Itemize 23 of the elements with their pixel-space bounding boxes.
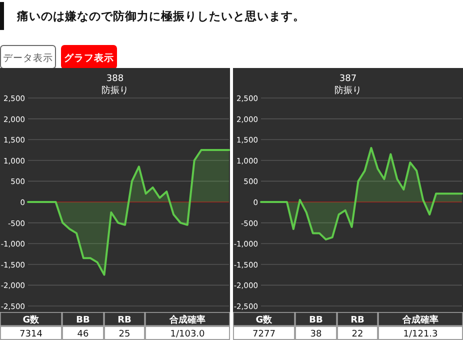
text: 25 (118, 330, 130, 340)
text: BB (76, 316, 90, 326)
text: 1/121.3 (403, 330, 438, 340)
text: データ表示 (3, 52, 53, 64)
text: 7277 (252, 330, 276, 340)
text: 合成確率 (402, 314, 438, 326)
text: BB (309, 316, 323, 326)
text: 46 (77, 330, 89, 340)
text: RB (350, 316, 365, 326)
text: 38 (310, 330, 322, 340)
text: G数 (22, 314, 40, 326)
text: 22 (352, 330, 364, 340)
chart-title: 388 (106, 74, 124, 84)
text: グラフ表示 (64, 52, 114, 64)
text: RB (118, 316, 132, 326)
chart-title: 387 (339, 74, 357, 84)
chart-subtitle: 防振り (102, 85, 128, 96)
text: 合成確率 (168, 314, 206, 326)
text: 痛いのは嫌なので防御力に極振りしたいと思います。 (16, 9, 305, 23)
chart-subtitle: 防振り (334, 85, 362, 96)
text: 1/103.0 (170, 330, 206, 340)
text: G数 (256, 314, 274, 326)
text: 7314 (20, 330, 43, 340)
